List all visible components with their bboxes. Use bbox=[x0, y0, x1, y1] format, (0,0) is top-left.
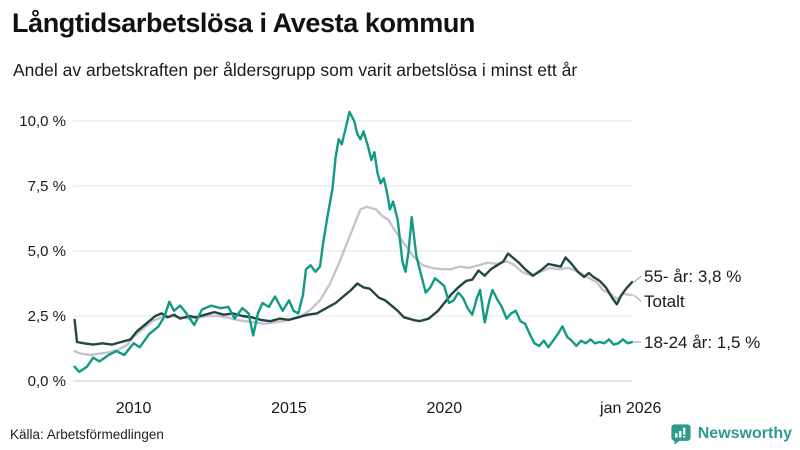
x-tick-label: jan 2026 bbox=[599, 400, 661, 417]
x-tick-label: 2015 bbox=[271, 400, 307, 417]
x-tick-label: 2010 bbox=[116, 400, 152, 417]
y-tick-label: 5,0 % bbox=[28, 243, 66, 260]
series-end-label-18-24-ar: 18-24 år: 1,5 % bbox=[644, 333, 760, 352]
y-tick-label: 10,0 % bbox=[19, 113, 66, 130]
series-end-label-55-ar: 55- år: 3,8 % bbox=[644, 267, 741, 286]
source-note: Källa: Arbetsförmedlingen bbox=[10, 427, 164, 442]
x-tick-label: 2020 bbox=[427, 400, 463, 417]
series-line-totalt bbox=[73, 205, 634, 357]
y-tick-label: 2,5 % bbox=[28, 308, 66, 325]
y-tick-label: 0,0 % bbox=[28, 373, 66, 390]
brand-name: Newsworthy bbox=[697, 425, 792, 442]
brand-logo: Newsworthy bbox=[670, 423, 792, 445]
page-title: Långtidsarbetslösa i Avesta kommun bbox=[12, 8, 476, 38]
page-subtitle: Andel av arbetskraften per åldersgrupp s… bbox=[13, 60, 578, 80]
series-end-label-totalt: Totalt bbox=[644, 292, 685, 311]
series-line-55-ar bbox=[73, 252, 634, 346]
y-tick-label: 7,5 % bbox=[28, 178, 66, 195]
series-label-connector-totalt bbox=[633, 294, 642, 302]
series-line-18-24-ar bbox=[73, 110, 634, 374]
newsworthy-icon bbox=[671, 424, 691, 445]
series-label-connector-55-ar bbox=[633, 275, 642, 283]
